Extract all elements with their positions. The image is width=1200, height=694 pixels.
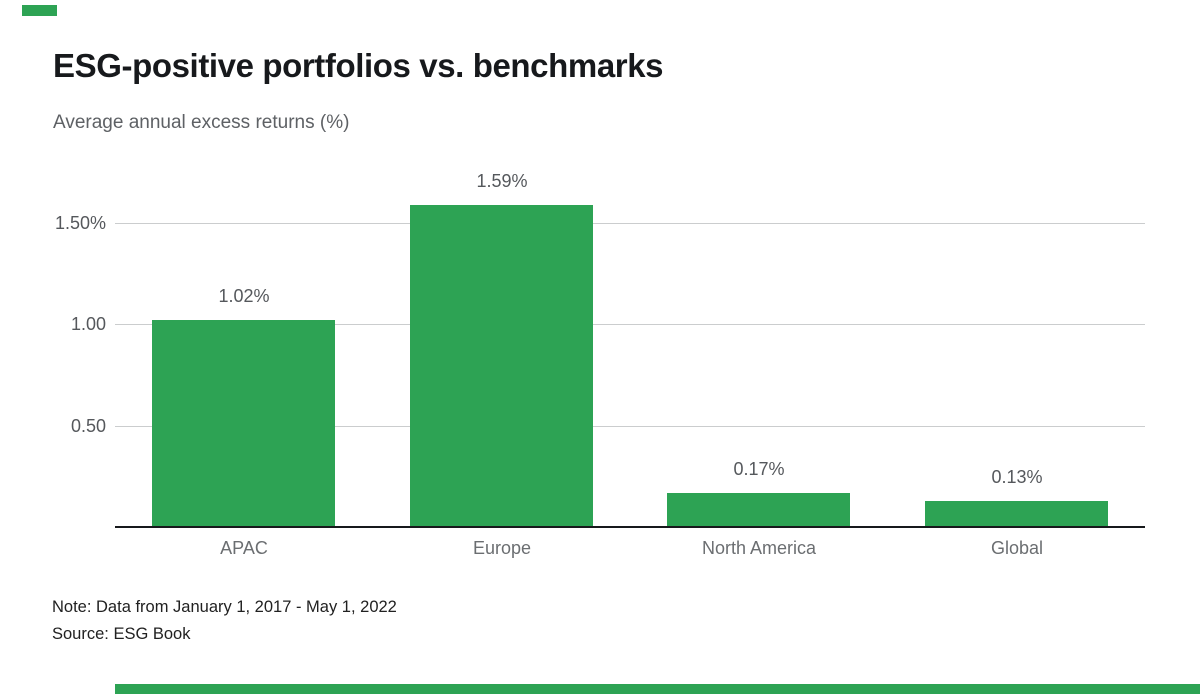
y-axis-tick-label: 0.50 xyxy=(70,416,106,436)
y-axis-tick-label: 1.00 xyxy=(70,314,106,334)
x-axis-category-label: APAC xyxy=(220,538,268,558)
y-axis-tick-label: 1.50% xyxy=(54,213,106,233)
bar-value-label: 0.17% xyxy=(733,459,785,479)
top-accent-dash xyxy=(22,5,57,16)
bottom-accent-strip xyxy=(115,684,1200,694)
chart-subtitle: Average annual excess returns (%) xyxy=(53,112,350,133)
gridline-1.00 xyxy=(115,324,1145,325)
note-text: Note: Data from January 1, 2017 - May 1,… xyxy=(52,598,397,616)
gridline-1.50 xyxy=(115,223,1145,224)
bar-apac xyxy=(152,320,335,527)
bar-value-label: 1.59% xyxy=(476,171,528,191)
bar-europe xyxy=(410,205,593,527)
bar-value-label: 0.13% xyxy=(991,467,1043,487)
x-axis-category-label: Global xyxy=(990,538,1044,558)
gridline-0.50 xyxy=(115,426,1145,427)
bar-global xyxy=(925,501,1108,527)
x-axis-category-label: North America xyxy=(701,538,817,558)
bar-value-label: 1.02% xyxy=(218,286,270,306)
source-text: Source: ESG Book xyxy=(52,625,191,643)
bar-north-america xyxy=(667,493,850,527)
x-axis-line xyxy=(115,526,1145,528)
chart-title: ESG-positive portfolios vs. benchmarks xyxy=(53,47,664,84)
x-axis-category-label: Europe xyxy=(472,538,532,558)
